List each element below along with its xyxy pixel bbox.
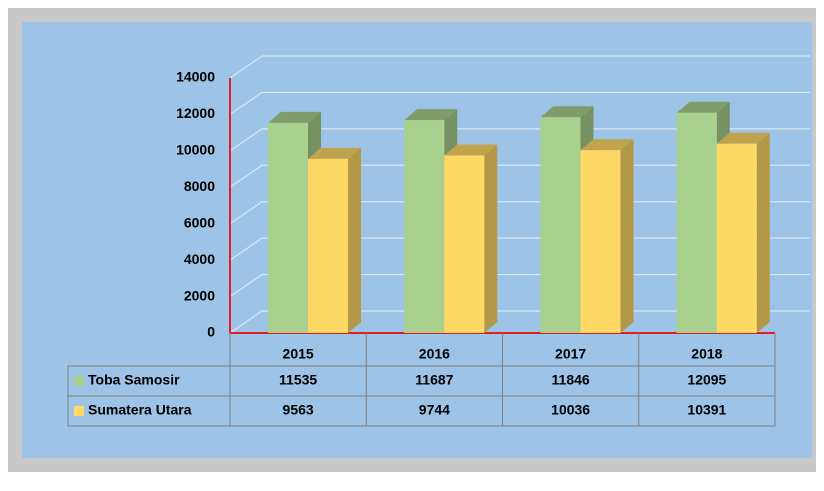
bar <box>444 155 485 333</box>
table-value: 9744 <box>419 402 450 418</box>
bar-top <box>580 139 634 151</box>
table-value: 10391 <box>687 402 726 418</box>
legend-label: Toba Samosir <box>88 372 180 388</box>
bar-top <box>540 106 594 118</box>
bar <box>676 112 717 333</box>
bar-top <box>444 144 498 156</box>
x-tick-label: 2018 <box>691 346 722 362</box>
bar <box>716 143 757 333</box>
y-tick-label: 8000 <box>184 178 215 194</box>
bar-side <box>620 139 634 333</box>
table-value: 11535 <box>279 372 317 388</box>
bar-top <box>268 111 321 123</box>
bar <box>540 117 581 333</box>
x-tick-label: 2017 <box>555 346 586 362</box>
y-tick-label: 4000 <box>184 251 215 267</box>
x-tick-label: 2015 <box>283 346 314 362</box>
bar <box>268 122 308 333</box>
y-tick-label: 10000 <box>176 142 215 158</box>
legend-label: Sumatera Utara <box>88 402 192 418</box>
table-value: 10036 <box>551 402 590 418</box>
grid-line <box>229 55 810 79</box>
grid-line <box>229 91 810 115</box>
bar-side <box>756 132 770 333</box>
bar <box>308 158 348 333</box>
grid-line <box>229 128 810 152</box>
y-tick-label: 6000 <box>184 214 215 230</box>
table-value: 12095 <box>687 372 726 388</box>
table-value: 11846 <box>552 372 590 388</box>
table-value: 9563 <box>283 402 314 418</box>
y-tick-label: 2000 <box>184 287 215 303</box>
bar-top <box>716 132 770 144</box>
bar-top <box>404 109 458 121</box>
table-value: 11687 <box>415 372 453 388</box>
y-tick-label: 0 <box>207 324 215 340</box>
bar <box>404 120 445 334</box>
bar-side <box>348 147 361 333</box>
x-tick-label: 2016 <box>419 346 450 362</box>
bar-side <box>484 144 498 333</box>
bar <box>580 150 621 333</box>
legend-swatch <box>74 406 84 416</box>
bar-top <box>676 101 730 113</box>
y-tick-label: 14000 <box>176 69 215 85</box>
y-tick-label: 12000 <box>176 105 215 121</box>
legend-swatch <box>74 376 84 386</box>
bar-top <box>308 147 361 159</box>
